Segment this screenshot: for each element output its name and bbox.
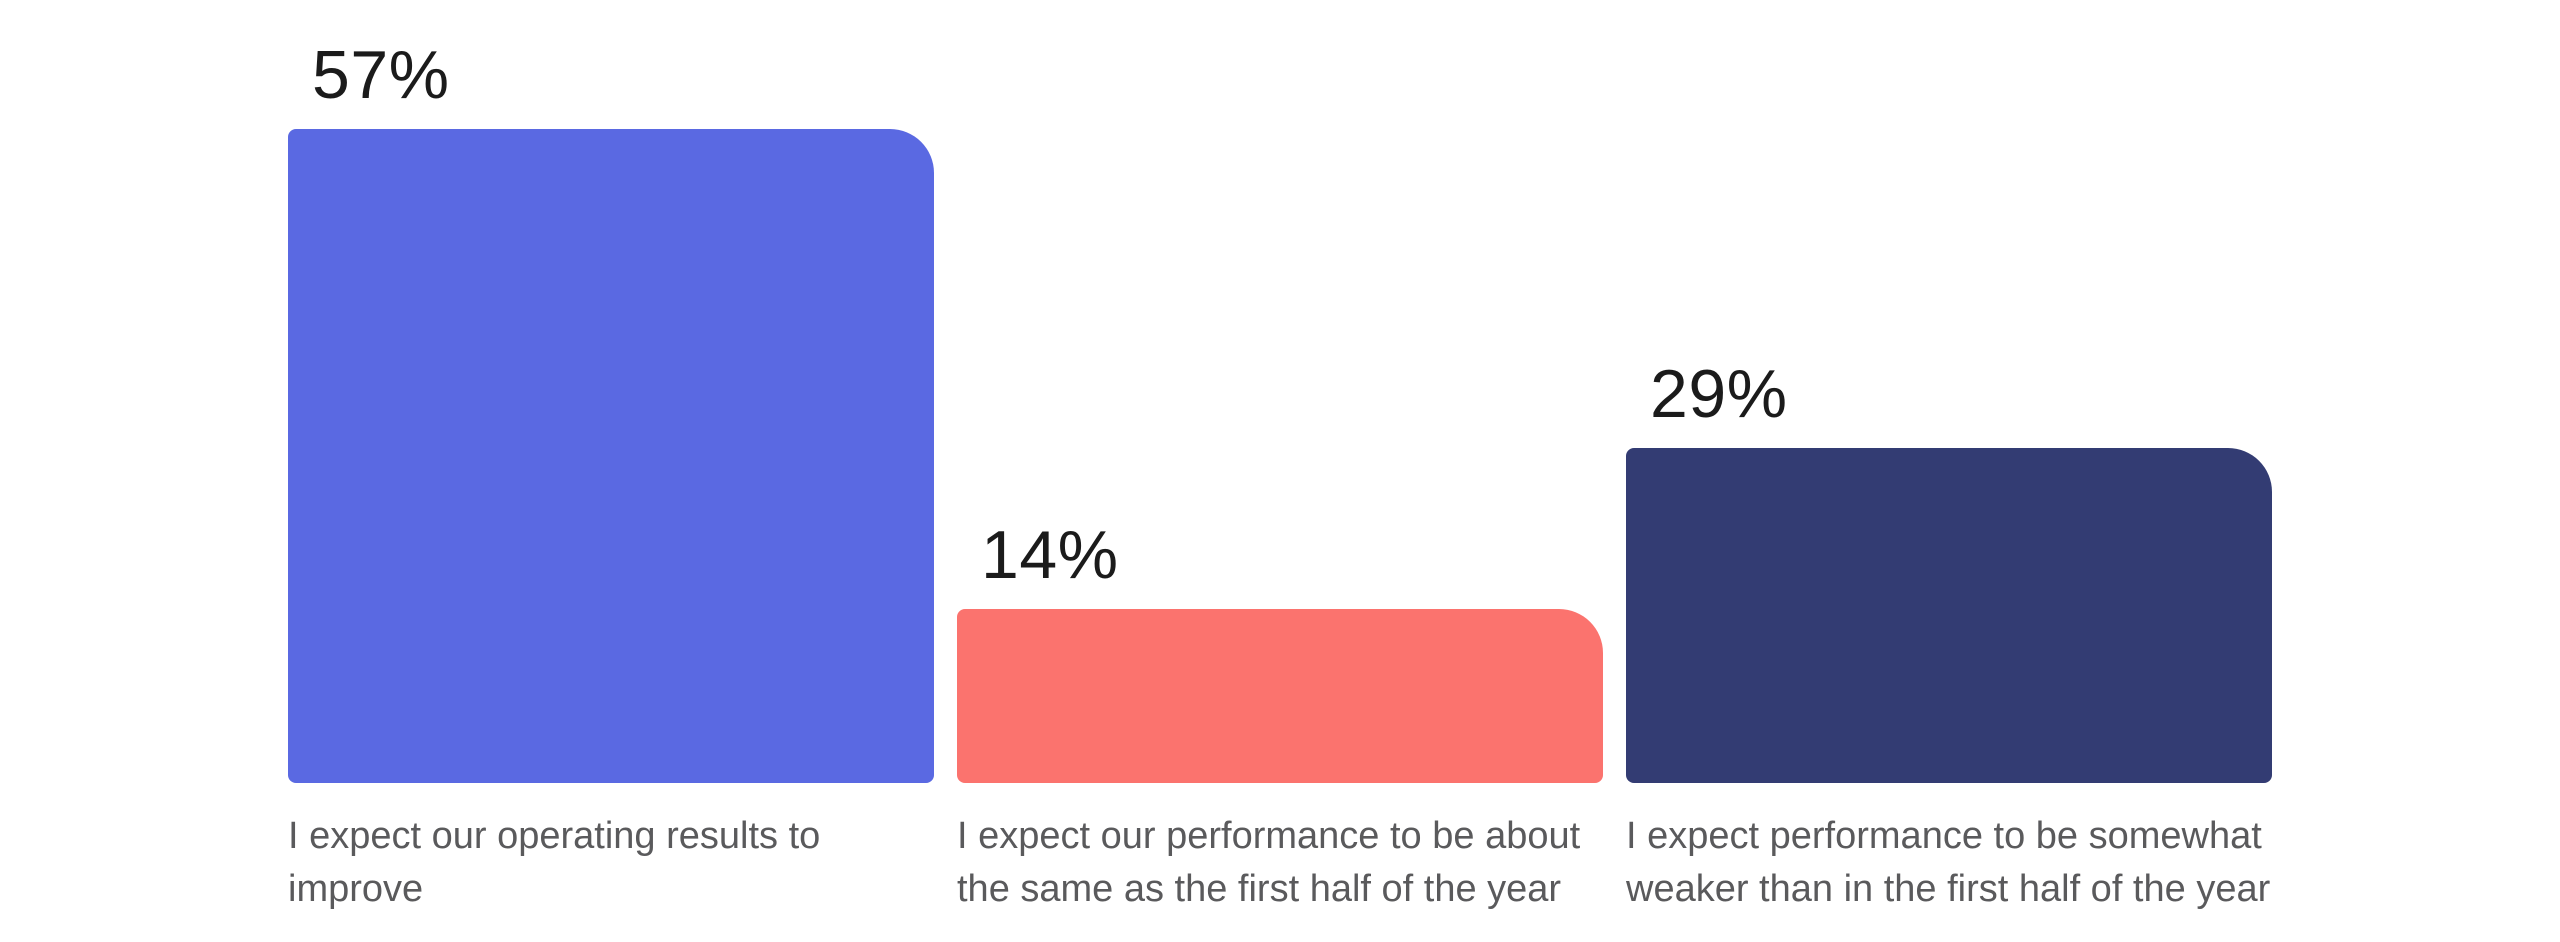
category-label-weaker: I expect performance to be somewhat weak… — [1626, 815, 2271, 910]
bar-same — [957, 609, 1603, 783]
bar-column-weaker: 29% — [1626, 360, 2272, 783]
category-label-improve: I expect our operating results to improv… — [288, 815, 821, 910]
category-labels-row: I expect our operating results to improv… — [288, 810, 2272, 916]
bar-column-same: 14% — [957, 521, 1603, 783]
bar-value-label-same: 14% — [981, 517, 1119, 593]
bar-value-label-improve: 57% — [312, 37, 450, 113]
bar-improve — [288, 129, 934, 783]
bar-value-label-weaker: 29% — [1650, 356, 1788, 432]
bar-column-improve: 57% — [288, 41, 934, 783]
category-label-same: I expect our performance to be about the… — [957, 815, 1581, 910]
bar-weaker — [1626, 448, 2272, 783]
bar-chart-plot-area: 57% 14% 29% — [288, 0, 2272, 783]
